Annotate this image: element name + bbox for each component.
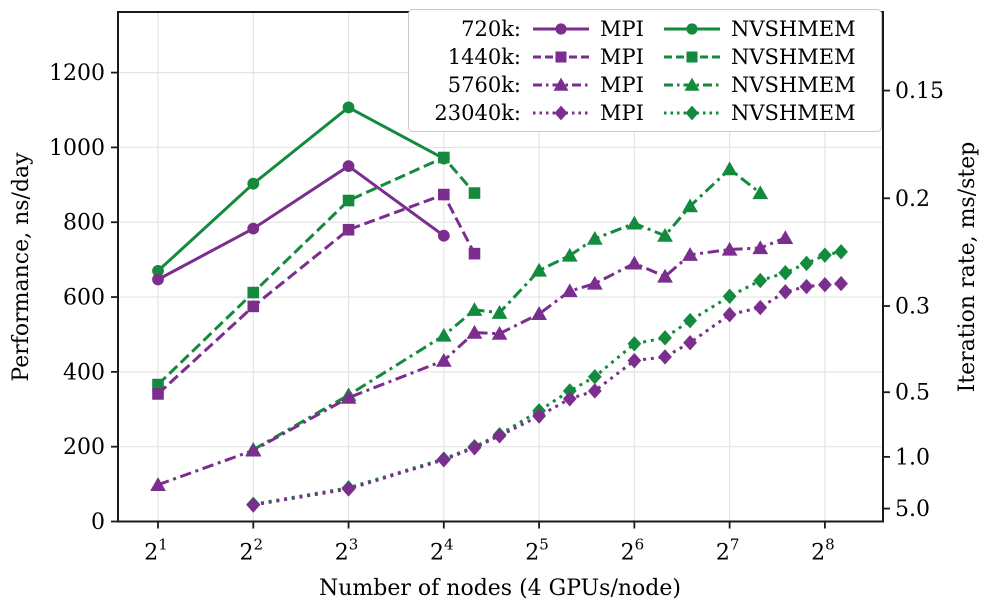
legend-mpi-line-icon: [533, 77, 589, 91]
y-tick-label-right: 0.3: [895, 295, 930, 320]
legend-row-23040k: 23040k: MPI NVSHMEM: [417, 100, 873, 127]
y-tick-label-right: 5.0: [895, 497, 930, 522]
legend-row-5760k: 5760k: MPI NVSHMEM: [417, 72, 873, 99]
y-tick-label-left: 200: [63, 435, 105, 460]
legend-mpi-line-icon: [533, 51, 589, 63]
y-tick-label-right: 1.0: [895, 445, 930, 470]
x-tick-label: 25: [525, 536, 549, 566]
series-23040k-mpi: [246, 275, 848, 513]
legend-nvshmem-line-icon: [664, 105, 720, 121]
legend-mpi-label: MPI: [600, 73, 644, 97]
legend-size-label: 5760k:: [447, 73, 521, 97]
legend-nvshmem-line-icon: [664, 77, 720, 91]
legend-mpi-label: MPI: [600, 45, 644, 69]
x-tick-label: 21: [144, 536, 168, 566]
legend-size-label: 720k:: [461, 17, 521, 41]
x-tick-label: 27: [716, 536, 740, 566]
x-tick-label: 24: [430, 536, 454, 566]
x-tick-label: 23: [335, 536, 359, 566]
y-tick-label-left: 400: [63, 360, 105, 385]
legend: 720k: MPI NVSHMEM 1440k: MPI NVSHMEM 576…: [408, 9, 882, 132]
y-axis-left: 0 200 400 600 800 1000 1200: [49, 61, 118, 535]
series-720k-mpi: [152, 160, 450, 286]
legend-size-label: 1440k:: [447, 45, 521, 69]
legend-nvshmem-label: NVSHMEM: [731, 73, 856, 97]
x-tick-label: 28: [811, 536, 835, 566]
legend-row-1440k: 1440k: MPI NVSHMEM: [417, 44, 873, 71]
y-axis-right: 0.15 0.2 0.3 0.5 1.0 5.0: [883, 79, 944, 522]
legend-mpi-label: MPI: [600, 17, 644, 41]
y-tick-label-left: 1200: [49, 61, 105, 86]
series-23040k-nvshmem: [246, 244, 848, 512]
series-1440k-mpi: [152, 188, 481, 400]
series-720k-nvshmem: [152, 101, 450, 277]
x-tick-label: 26: [621, 536, 645, 566]
legend-nvshmem-line-icon: [664, 23, 720, 35]
y-tick-label-right: 0.5: [895, 381, 930, 406]
legend-nvshmem-line-icon: [664, 51, 720, 63]
legend-mpi-line-icon: [533, 23, 589, 35]
legend-nvshmem-label: NVSHMEM: [731, 45, 856, 69]
legend-nvshmem-label: NVSHMEM: [731, 17, 856, 41]
y-axis-label-right: Iteration rate, ms/step: [955, 141, 980, 393]
legend-mpi-label: MPI: [600, 101, 644, 125]
legend-size-label: 23040k:: [434, 101, 521, 125]
y-tick-label-left: 0: [91, 510, 105, 535]
series-5760k-nvshmem: [245, 161, 769, 456]
y-tick-label-left: 1000: [49, 136, 105, 161]
y-axis-label-left: Performance, ns/day: [9, 152, 34, 382]
series-1440k-nvshmem: [152, 151, 481, 391]
legend-row-720k: 720k: MPI NVSHMEM: [417, 16, 873, 43]
y-tick-label-left: 800: [63, 211, 105, 236]
y-tick-label-right: 0.2: [895, 187, 930, 212]
legend-mpi-line-icon: [533, 105, 589, 121]
legend-nvshmem-label: NVSHMEM: [731, 101, 856, 125]
series-5760k-mpi: [150, 230, 794, 491]
x-tick-label: 22: [240, 536, 264, 566]
x-axis: 21 22 23 24 25 26 27 28: [144, 521, 835, 566]
x-axis-label: Number of nodes (4 GPUs/node): [319, 576, 681, 601]
y-tick-label-right: 0.15: [895, 79, 944, 104]
y-tick-label-left: 600: [63, 286, 105, 311]
